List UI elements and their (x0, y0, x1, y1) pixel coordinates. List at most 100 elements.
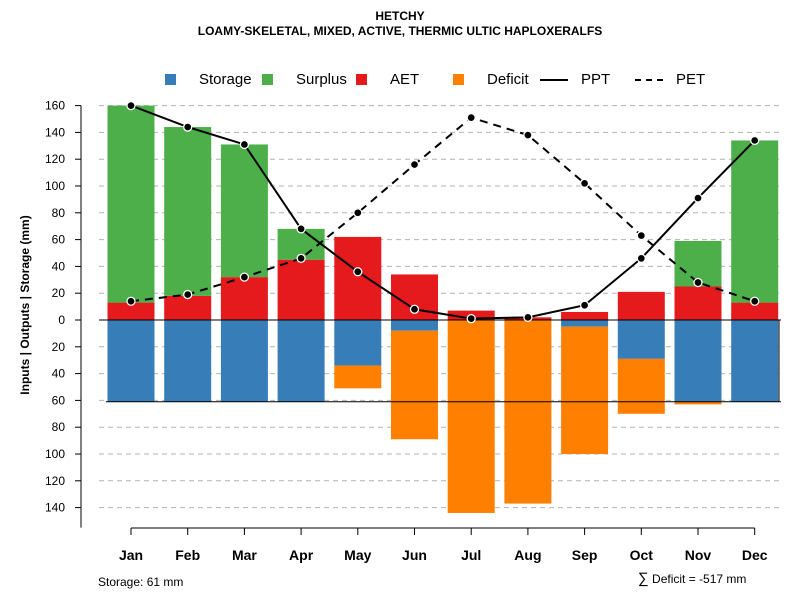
x-tick-label: Apr (289, 547, 314, 563)
bar-aet (731, 302, 779, 320)
bar-aet (277, 259, 325, 320)
sigma-symbol: ∑ (638, 570, 649, 587)
bar-deficit (447, 320, 495, 513)
x-tick-label: Jan (119, 547, 143, 563)
bar-storage (617, 320, 665, 359)
y-tick-label: 120 (45, 152, 65, 166)
bar-storage (561, 320, 609, 327)
bar-storage (164, 320, 212, 402)
pet-point (353, 208, 363, 218)
y-tick-label: 100 (45, 447, 65, 461)
legend-swatch (356, 74, 367, 85)
chart-title: HETCHY (375, 9, 425, 23)
bar-deficit (561, 326, 609, 454)
legend-label: PET (676, 71, 706, 88)
y-tick-label: 20 (52, 286, 66, 300)
bar-storage (674, 320, 722, 402)
bar-surplus (164, 127, 212, 296)
legend-swatch (262, 74, 273, 85)
bar-storage (334, 320, 382, 366)
bar-aet (561, 311, 609, 320)
ppt-point (579, 300, 590, 310)
bar-storage (731, 320, 779, 402)
ppt-point (409, 304, 420, 314)
pet-point (183, 289, 193, 300)
pet-point (579, 178, 590, 188)
y-tick-label: 160 (45, 99, 65, 113)
y-tick-label: 40 (52, 259, 66, 273)
ppt-point (183, 122, 193, 132)
y-tick-label: 80 (52, 420, 66, 434)
ppt-point (693, 193, 703, 203)
x-tick-label: Dec (742, 547, 768, 563)
deficit-note-text: Deficit = -517 mm (652, 572, 747, 586)
pet-line (130, 116, 756, 303)
y-tick-label: 40 (52, 367, 66, 381)
deficit-note: ∑ Deficit = -517 mm (638, 570, 746, 587)
bar-aet (164, 295, 212, 320)
pet-point (126, 296, 136, 306)
x-tick-label: Sep (572, 547, 598, 563)
x-tick-label: Feb (175, 547, 200, 563)
ppt-point (750, 135, 760, 146)
bar-aet (674, 286, 722, 320)
bar-deficit (391, 330, 438, 440)
pet-point (523, 130, 533, 140)
bar-storage (391, 320, 438, 331)
y-tick-label: 100 (45, 179, 65, 193)
x-tick-label: Aug (514, 547, 541, 563)
pet-point (409, 159, 420, 170)
bar-aet (617, 291, 665, 320)
bar-deficit (674, 401, 722, 405)
chart-subtitle: LOAMY-SKELETAL, MIXED, ACTIVE, THERMIC U… (197, 24, 603, 38)
y-tick-label: 140 (45, 125, 65, 139)
legend-label: PPT (581, 71, 611, 88)
bar-aet (107, 302, 155, 320)
bar-aet (334, 236, 382, 320)
legend-label: AET (390, 71, 420, 88)
pet-point (636, 230, 646, 241)
ppt-point (296, 224, 306, 234)
legend-label: Surplus (296, 71, 347, 88)
bar-deficit (617, 358, 665, 414)
pet-point (750, 296, 760, 306)
ppt-point (636, 253, 646, 264)
y-axis-title: Inputs | Outputs | Storage (mm) (18, 215, 32, 394)
bar-storage (107, 320, 155, 402)
x-tick-label: May (344, 547, 371, 563)
y-tick-label: 0 (58, 313, 65, 327)
bar-deficit (334, 365, 382, 389)
legend-swatch (453, 74, 464, 85)
legend-line (540, 79, 568, 81)
pet-point (466, 113, 476, 123)
legend-label: Storage (199, 71, 252, 88)
y-tick-label: 60 (52, 393, 66, 407)
bar-storage (220, 320, 268, 402)
y-tick-label: 140 (45, 501, 65, 515)
pet-point (239, 272, 250, 282)
ppt-point (353, 267, 363, 277)
x-tick-label: Mar (232, 547, 257, 563)
ppt-point (126, 100, 136, 111)
x-tick-label: Jul (461, 547, 481, 563)
y-tick-label: 80 (52, 206, 66, 220)
pet-point (296, 253, 306, 264)
storage-note: Storage: 61 mm (98, 575, 184, 589)
ppt-line (130, 104, 756, 320)
bar-aet (220, 277, 268, 320)
bar-surplus (731, 140, 779, 303)
legend: Storage Surplus AET Deficit PPT PET (0, 69, 800, 91)
ppt-point (523, 312, 533, 322)
x-tick-label: Oct (630, 547, 654, 563)
y-tick-label: 20 (52, 340, 66, 354)
y-tick-label: 120 (45, 474, 65, 488)
ppt-point (239, 139, 250, 150)
ppt-point (466, 314, 476, 324)
x-tick-label: Nov (685, 547, 712, 563)
bar-storage (277, 320, 325, 402)
bar-deficit (504, 320, 552, 504)
pet-point (693, 277, 703, 288)
bar-surplus (107, 105, 155, 303)
x-tick-label: Jun (402, 547, 427, 563)
